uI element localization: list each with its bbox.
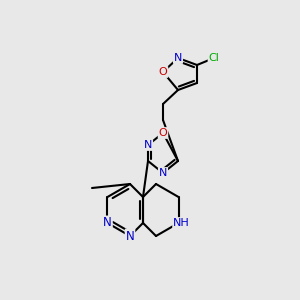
Text: N: N <box>144 140 152 150</box>
Text: N: N <box>159 168 167 178</box>
Text: NH: NH <box>173 218 190 228</box>
Text: N: N <box>174 53 182 63</box>
Text: O: O <box>159 67 167 77</box>
Text: O: O <box>159 128 167 138</box>
Text: N: N <box>126 230 134 242</box>
Text: N: N <box>103 217 112 230</box>
Text: Cl: Cl <box>208 53 219 63</box>
